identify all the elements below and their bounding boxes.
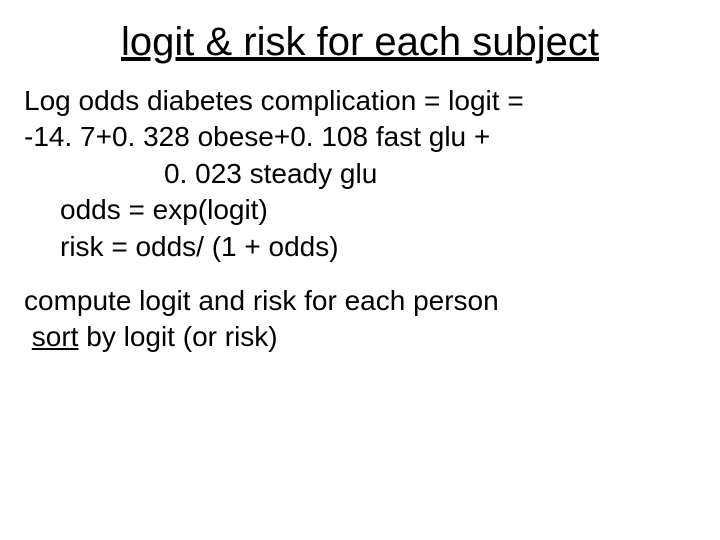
spacer [24,265,696,283]
slide: logit & risk for each subject Log odds d… [0,0,720,540]
text-line: sort by logit (or risk) [24,319,696,355]
text-line: compute logit and risk for each person [24,283,696,319]
text-line: -14. 7+0. 328 obese+0. 108 fast glu + [24,119,696,155]
slide-title: logit & risk for each subject [24,20,696,65]
text-line: odds = exp(logit) [60,192,696,228]
text-line: 0. 023 steady glu [164,156,696,192]
slide-body: Log odds diabetes complication = logit =… [24,83,696,356]
text-line: risk = odds/ (1 + odds) [60,229,696,265]
text-line: Log odds diabetes complication = logit = [24,83,696,119]
underlined-word: sort [32,321,79,352]
text-fragment: by logit (or risk) [78,321,277,352]
